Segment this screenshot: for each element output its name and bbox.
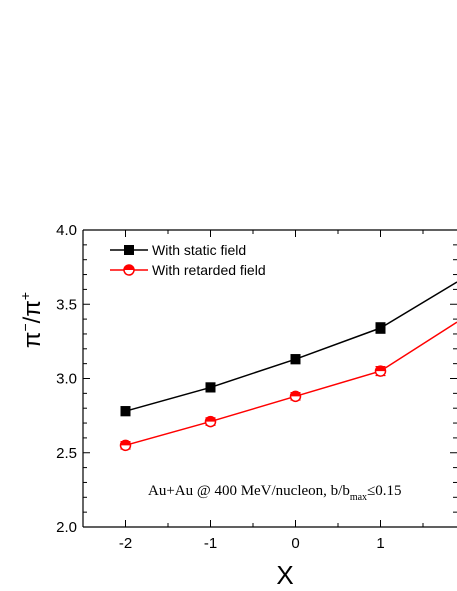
y-tick-label: 3.0 <box>56 371 77 388</box>
series-0 <box>120 281 457 417</box>
annotation-main: Au+Au @ 400 MeV/nucleon, b/b <box>148 483 350 499</box>
data-point <box>375 323 386 334</box>
legend-marker-fill <box>124 265 134 270</box>
data-point <box>290 354 301 365</box>
data-point-fill <box>205 416 216 422</box>
x-axis-title: X <box>276 560 293 590</box>
data-point-fill <box>290 391 301 397</box>
y-tick-label: 2.5 <box>56 445 77 462</box>
legend-marker <box>124 245 134 255</box>
data-point <box>204 415 217 428</box>
data-point <box>119 439 132 452</box>
legend-marker <box>123 264 135 276</box>
data-point <box>289 390 302 403</box>
data-point <box>205 382 216 393</box>
y-title-sup-plus: + <box>17 292 33 300</box>
data-point-fill <box>375 366 386 372</box>
x-tick-label: 1 <box>376 535 384 552</box>
y-tick-label: 2.0 <box>56 519 77 536</box>
annotation-tail: ≤0.15 <box>367 483 401 499</box>
data-point <box>374 365 387 377</box>
y-title-pi-minus: π <box>19 332 46 349</box>
svg-text:π−/π+: π−/π+ <box>17 292 46 348</box>
x-tick-label: -2 <box>119 535 132 552</box>
y-axis-ticks: 2.0 2.5 3.0 3.5 4.0 <box>56 222 457 536</box>
y-title-sup-minus: − <box>17 323 33 331</box>
y-axis-title: π−/π+ <box>17 292 46 348</box>
data-point <box>120 406 131 417</box>
series-line <box>125 321 457 447</box>
y-tick-label: 3.5 <box>56 296 77 313</box>
legend-entry-0: With static field <box>110 242 246 258</box>
legend-label: With static field <box>152 242 246 258</box>
series-line <box>125 281 457 412</box>
chart-annotation: Au+Au @ 400 MeV/nucleon, b/bmax≤0.15 <box>148 483 402 503</box>
x-tick-label: 0 <box>291 535 299 552</box>
y-tick-label: 4.0 <box>56 222 77 239</box>
annotation-sub: max <box>350 492 367 503</box>
series-layer <box>119 281 457 452</box>
legend: With static field With retarded field <box>110 242 266 278</box>
legend-entry-1: With retarded field <box>110 262 266 278</box>
series-1 <box>119 321 457 452</box>
x-axis-ticks: -2 -1 0 1 <box>82 230 424 552</box>
y-title-slash-pi: /π <box>19 300 46 323</box>
x-tick-label: -1 <box>204 535 217 552</box>
data-point-fill <box>120 440 131 446</box>
legend-label: With retarded field <box>152 262 266 278</box>
